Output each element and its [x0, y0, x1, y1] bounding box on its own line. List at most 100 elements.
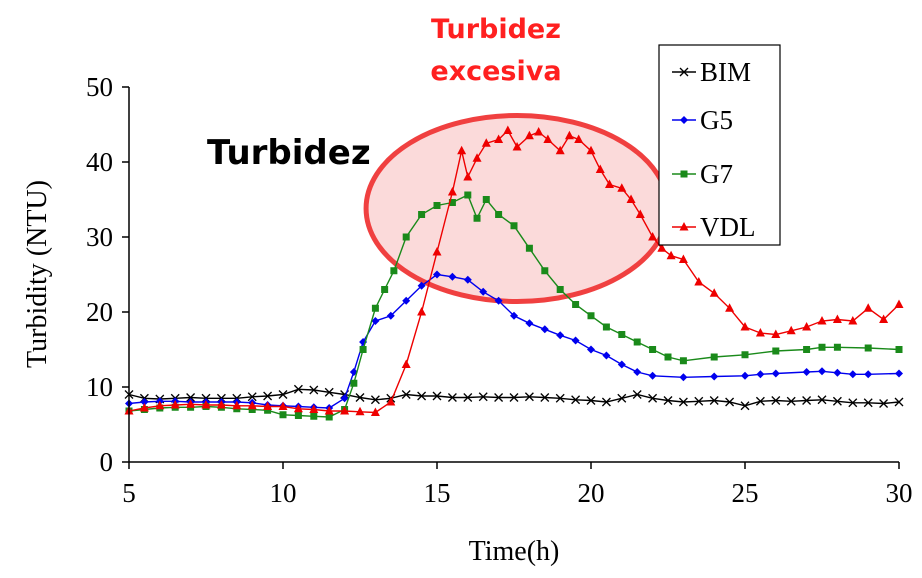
- data-point-vdl: [595, 164, 605, 173]
- data-point-vdl: [186, 399, 196, 408]
- data-point-bim: [725, 397, 735, 407]
- y-axis-title: Turbidity (NTU): [22, 180, 53, 368]
- data-point-g7: [525, 244, 533, 252]
- data-point-g5: [525, 319, 534, 328]
- data-point-g7: [433, 202, 441, 209]
- data-point-vdl: [817, 316, 827, 325]
- data-point-vdl: [232, 400, 242, 410]
- data-point-vdl: [848, 316, 858, 325]
- data-point-g7: [294, 412, 302, 419]
- data-point-g7: [633, 338, 641, 346]
- data-point-bim: [648, 393, 658, 403]
- data-point-bim: [478, 392, 488, 402]
- data-point-vdl: [340, 406, 350, 415]
- legend: BIM G5 G7 VDL: [658, 44, 781, 246]
- data-point-g7: [473, 214, 481, 222]
- data-point-vdl: [524, 130, 534, 140]
- data-point-vdl: [863, 303, 873, 312]
- data-point-g7: [679, 357, 687, 365]
- x-tick-label: 25: [732, 478, 759, 508]
- data-point-vdl: [617, 183, 627, 192]
- data-point-g7: [895, 346, 903, 353]
- data-point-bim: [817, 395, 827, 405]
- data-point-g7: [864, 344, 872, 352]
- data-point-g5: [864, 370, 873, 379]
- data-point-bim: [863, 398, 873, 408]
- data-point-bim: [694, 396, 704, 406]
- data-point-g5: [371, 317, 380, 325]
- data-point-g5: [433, 270, 441, 279]
- data-point-g5: [756, 370, 765, 379]
- y-tick-label: 40: [86, 147, 113, 177]
- data-point-bim: [571, 395, 581, 405]
- data-point-g7: [664, 353, 672, 361]
- data-point-g7: [418, 211, 426, 218]
- data-point-vdl: [201, 400, 211, 409]
- data-point-g7: [350, 379, 358, 387]
- data-point-g5: [848, 370, 857, 379]
- data-point-vdl: [786, 325, 796, 335]
- data-point-vdl: [457, 145, 467, 155]
- data-point-bim: [293, 384, 303, 394]
- data-point-bim: [401, 390, 411, 399]
- data-point-g7: [371, 304, 379, 312]
- annotation-excesiva-line2: excesiva: [430, 56, 561, 87]
- data-point-bim: [432, 391, 442, 401]
- data-point-bim: [355, 393, 365, 402]
- data-point-bim: [540, 393, 550, 402]
- data-point-vdl: [832, 314, 842, 323]
- data-point-vdl: [678, 254, 688, 263]
- y-tick-label: 20: [86, 297, 113, 327]
- data-point-vdl: [370, 407, 380, 416]
- data-point-vdl: [740, 322, 750, 331]
- data-point-g7: [803, 346, 811, 353]
- data-point-g7: [482, 196, 490, 203]
- data-point-bim: [663, 396, 673, 405]
- data-point-vdl: [725, 303, 735, 312]
- data-point-g5: [556, 331, 565, 340]
- data-point-vdl: [324, 406, 334, 415]
- data-point-g5: [617, 360, 626, 369]
- data-point-bim: [509, 393, 519, 402]
- legend-label-g7: G7: [700, 159, 733, 189]
- data-point-g7: [248, 406, 256, 413]
- data-point-vdl: [481, 138, 491, 147]
- data-point-g5: [402, 296, 411, 305]
- data-point-bim: [786, 396, 796, 406]
- x-axis-title: Time(h): [469, 536, 560, 567]
- legend-marker-g7: [680, 170, 688, 178]
- data-point-g5: [741, 371, 749, 380]
- data-point-g5: [340, 394, 349, 403]
- data-point-g7: [818, 343, 826, 351]
- data-point-bim: [755, 396, 765, 406]
- data-point-bim: [417, 391, 427, 401]
- data-point-vdl: [555, 145, 565, 155]
- x-tick-label: 15: [424, 478, 451, 508]
- data-point-g7: [618, 331, 626, 338]
- data-point-g7: [741, 351, 749, 359]
- data-point-g7: [833, 343, 841, 351]
- data-point-g5: [417, 281, 426, 290]
- data-point-bim: [709, 396, 719, 405]
- data-point-vdl: [355, 406, 365, 416]
- data-point-vdl: [401, 359, 411, 368]
- data-point-vdl: [247, 400, 257, 410]
- data-point-vdl: [694, 277, 704, 286]
- data-point-g7: [359, 346, 367, 353]
- data-point-g5: [479, 287, 488, 296]
- series-vdl: [124, 125, 904, 416]
- legend-label-bim: BIM: [700, 57, 751, 87]
- data-point-g5: [802, 368, 811, 376]
- data-point-vdl: [879, 314, 889, 323]
- x-tick-label: 30: [886, 478, 913, 508]
- x-tick-label: 10: [270, 478, 297, 508]
- y-tick-label: 50: [86, 72, 113, 102]
- data-point-vdl: [635, 209, 645, 218]
- data-point-vdl: [564, 130, 574, 140]
- data-point-g5: [895, 369, 903, 378]
- data-point-g5: [710, 372, 719, 381]
- legend-marker-vdl: [679, 222, 689, 231]
- data-point-vdl: [278, 401, 288, 410]
